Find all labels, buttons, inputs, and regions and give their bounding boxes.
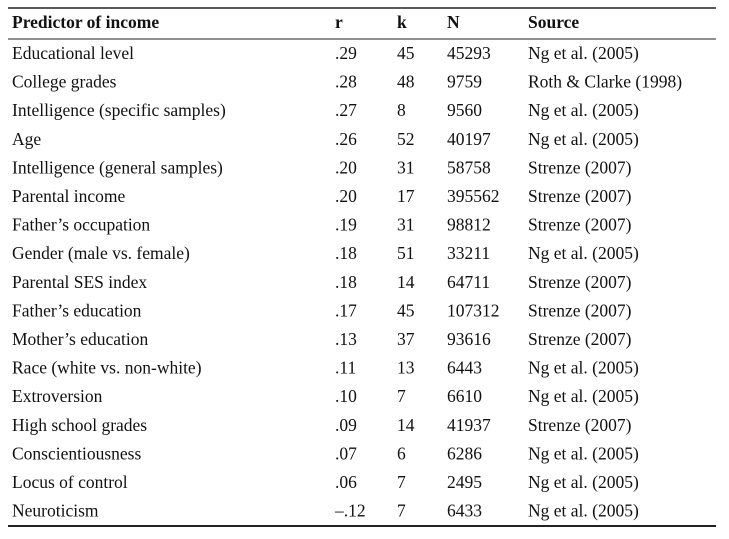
- predictor-cell: Parental SES index: [12, 272, 147, 292]
- r-value-cell: .10: [335, 386, 357, 406]
- r-value-cell: .13: [335, 329, 357, 349]
- header-cell: k: [397, 12, 407, 32]
- k-value-cell: 45: [397, 300, 415, 320]
- source-cell: Strenze (2007): [528, 300, 632, 320]
- n-value-cell: 9560: [447, 100, 482, 120]
- r-value-cell: .18: [335, 243, 357, 263]
- n-value-cell: 6610: [447, 386, 482, 406]
- r-value-cell: .26: [335, 129, 357, 149]
- n-value-cell: 9759: [447, 72, 482, 92]
- source-cell: Ng et al. (2005): [528, 443, 639, 463]
- k-value-cell: 51: [397, 243, 415, 263]
- header-cell: r: [335, 12, 343, 32]
- k-value-cell: 7: [397, 472, 406, 492]
- predictor-cell: Age: [12, 129, 41, 149]
- header-cell: N: [447, 12, 460, 32]
- r-value-cell: .07: [335, 443, 357, 463]
- source-cell: Ng et al. (2005): [528, 43, 639, 63]
- predictor-cell: Intelligence (specific samples): [12, 100, 226, 120]
- source-cell: Ng et al. (2005): [528, 472, 639, 492]
- k-value-cell: 7: [397, 386, 406, 406]
- source-cell: Ng et al. (2005): [528, 129, 639, 149]
- predictor-cell: Mother’s education: [12, 329, 148, 349]
- source-cell: Strenze (2007): [528, 415, 632, 435]
- predictor-cell: Educational level: [12, 43, 134, 63]
- n-value-cell: 45293: [447, 43, 491, 63]
- predictor-cell: Father’s education: [12, 300, 142, 320]
- n-value-cell: 6443: [447, 358, 482, 378]
- header-cell: Predictor of income: [12, 12, 159, 32]
- k-value-cell: 6: [397, 443, 406, 463]
- k-value-cell: 45: [397, 43, 415, 63]
- n-value-cell: 33211: [447, 243, 490, 263]
- n-value-cell: 64711: [447, 272, 490, 292]
- source-cell: Ng et al. (2005): [528, 501, 639, 521]
- n-value-cell: 93616: [447, 329, 491, 349]
- predictor-cell: Race (white vs. non-white): [12, 358, 202, 378]
- predictor-cell: Gender (male vs. female): [12, 243, 190, 263]
- n-value-cell: 98812: [447, 215, 491, 235]
- predictor-cell: Neuroticism: [12, 501, 99, 521]
- header-cell: Source: [528, 12, 579, 32]
- k-value-cell: 8: [397, 100, 406, 120]
- n-value-cell: 6286: [447, 443, 482, 463]
- k-value-cell: 13: [397, 358, 415, 378]
- source-cell: Ng et al. (2005): [528, 100, 639, 120]
- k-value-cell: 7: [397, 501, 406, 521]
- n-value-cell: 40197: [447, 129, 491, 149]
- source-cell: Strenze (2007): [528, 157, 632, 177]
- predictor-cell: High school grades: [12, 415, 147, 435]
- predictor-cell: Parental income: [12, 186, 125, 206]
- k-value-cell: 17: [397, 186, 415, 206]
- source-cell: Strenze (2007): [528, 272, 632, 292]
- source-cell: Ng et al. (2005): [528, 386, 639, 406]
- n-value-cell: 41937: [447, 415, 491, 435]
- k-value-cell: 14: [397, 415, 415, 435]
- r-value-cell: .28: [335, 72, 357, 92]
- predictor-cell: Conscientiousness: [12, 443, 141, 463]
- n-value-cell: 395562: [447, 186, 500, 206]
- k-value-cell: 37: [397, 329, 415, 349]
- r-value-cell: .19: [335, 215, 357, 235]
- n-value-cell: 2495: [447, 472, 482, 492]
- r-value-cell: .06: [335, 472, 357, 492]
- source-cell: Strenze (2007): [528, 329, 632, 349]
- predictor-cell: Father’s occupation: [12, 215, 150, 235]
- source-cell: Roth & Clarke (1998): [528, 72, 682, 92]
- n-value-cell: 6433: [447, 501, 482, 521]
- k-value-cell: 31: [397, 215, 415, 235]
- predictor-cell: Intelligence (general samples): [12, 157, 223, 177]
- k-value-cell: 48: [397, 72, 415, 92]
- r-value-cell: .29: [335, 43, 357, 63]
- k-value-cell: 31: [397, 157, 415, 177]
- k-value-cell: 52: [397, 129, 415, 149]
- r-value-cell: .27: [335, 100, 357, 120]
- source-cell: Strenze (2007): [528, 186, 632, 206]
- r-value-cell: .20: [335, 186, 357, 206]
- r-value-cell: –.12: [334, 501, 366, 521]
- r-value-cell: .18: [335, 272, 357, 292]
- source-cell: Ng et al. (2005): [528, 358, 639, 378]
- predictor-cell: College grades: [12, 72, 117, 92]
- k-value-cell: 14: [397, 272, 415, 292]
- r-value-cell: .17: [335, 300, 357, 320]
- source-cell: Strenze (2007): [528, 215, 632, 235]
- r-value-cell: .09: [335, 415, 357, 435]
- source-cell: Ng et al. (2005): [528, 243, 639, 263]
- r-value-cell: .20: [335, 157, 357, 177]
- n-value-cell: 58758: [447, 157, 491, 177]
- n-value-cell: 107312: [447, 300, 500, 320]
- predictor-cell: Extroversion: [12, 386, 103, 406]
- predictor-cell: Locus of control: [12, 472, 128, 492]
- r-value-cell: .11: [335, 358, 356, 378]
